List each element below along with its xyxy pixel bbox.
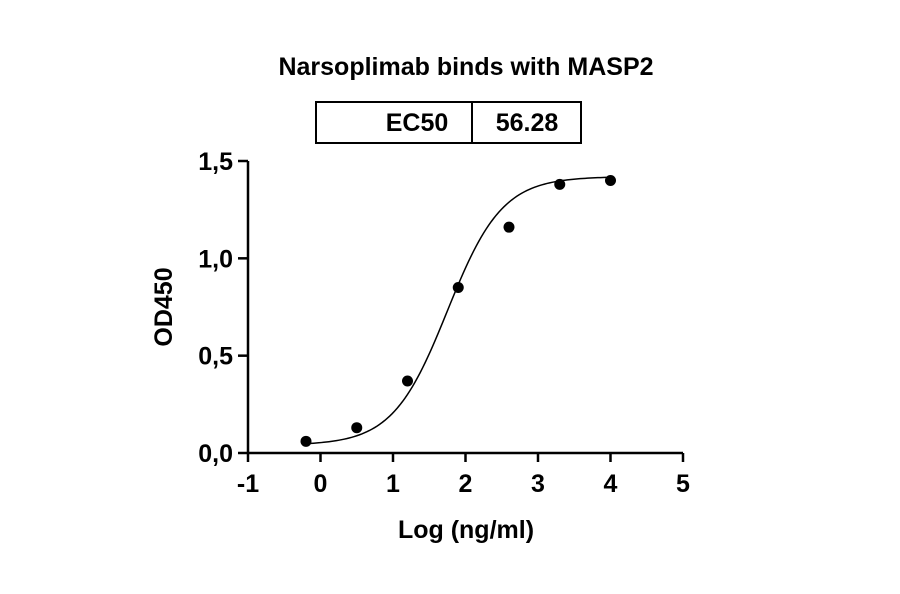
y-tick-label: 1,5 (198, 148, 233, 176)
y-ticks: 0,0 0,5 1,0 1,5 (198, 148, 248, 468)
data-point (605, 174, 616, 186)
data-point (351, 422, 363, 434)
fit-curve (305, 176, 611, 445)
data-point (452, 282, 464, 294)
data-point (503, 221, 515, 233)
data-point (402, 375, 413, 387)
x-tick-label: 0 (314, 470, 328, 498)
axes (246, 161, 683, 455)
y-tick-label: 1,0 (198, 245, 233, 273)
y-axis-label: OD450 (150, 267, 178, 346)
data-point (300, 435, 312, 447)
y-tick-label: 0,5 (198, 343, 233, 371)
annotation-value: 56.28 (496, 109, 559, 137)
data-point (554, 178, 566, 190)
x-tick-label: -1 (237, 470, 259, 498)
x-ticks: -1 0 1 2 3 4 5 (237, 453, 690, 498)
ec50-annotation-table: EC50 56.28 (315, 101, 582, 144)
x-tick-label: 3 (531, 470, 545, 498)
annotation-table-border (315, 101, 582, 144)
x-tick-label: 5 (676, 470, 690, 498)
x-tick-label: 1 (386, 470, 400, 498)
y-tick-label: 0,0 (198, 440, 233, 468)
annotation-label: EC50 (386, 109, 449, 137)
x-axis-label: Log (ng/ml) (398, 516, 534, 544)
x-tick-label: 4 (604, 470, 618, 498)
data-points (300, 174, 616, 447)
chart-title: Narsoplimab binds with MASP2 (278, 53, 653, 81)
x-tick-label: 2 (459, 470, 473, 498)
